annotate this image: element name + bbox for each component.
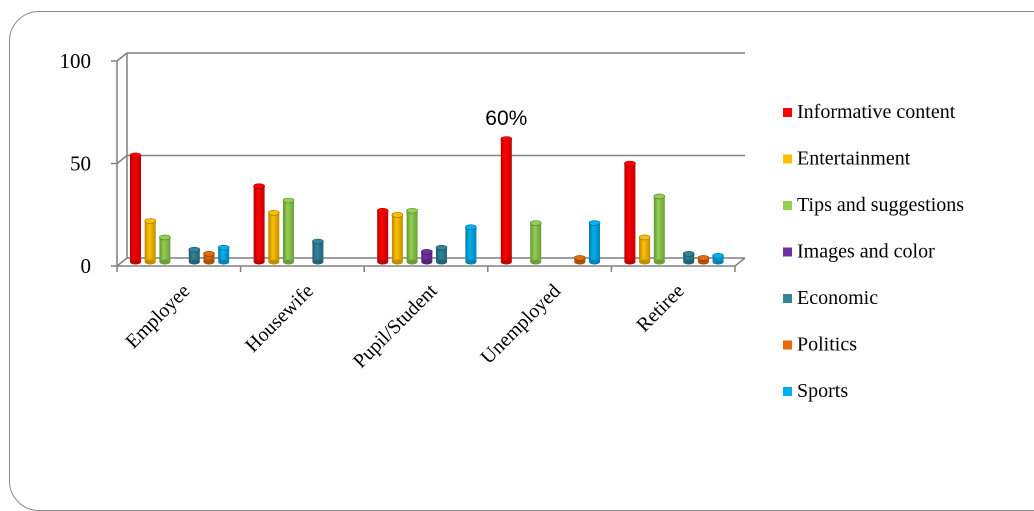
- bar-housewife-tips-and-suggestions: [282, 197, 295, 265]
- labels: 0 50 100 Employee Housewife Pupil/Student Unem…: [60, 49, 689, 373]
- x-tick-label-pupil-student: Pupil/Student: [349, 280, 442, 373]
- bar-employee-sports: [217, 244, 230, 265]
- x-tick-label-housewife: Housewife: [241, 280, 318, 357]
- bar-pupil-student-images-and-color: [420, 248, 433, 265]
- gridline-depth: [116, 52, 128, 62]
- bar-housewife-entertainment: [267, 210, 280, 265]
- x-tick-label-unemployed: Unemployed: [477, 280, 566, 369]
- bar-employee-informative-content: [129, 152, 142, 265]
- bar-employee-politics: [203, 251, 215, 265]
- bar-unemployed-informative-content: [500, 136, 513, 265]
- legend-swatch: [783, 387, 792, 396]
- legend-swatch: [783, 201, 792, 210]
- legend-item-informative-content: Informative content: [783, 101, 956, 123]
- bar-retiree-politics: [697, 255, 710, 265]
- bar-unemployed-politics: [573, 255, 586, 265]
- gridline-depth: [116, 154, 128, 165]
- bar-employee-economic: [188, 246, 201, 265]
- x-tick-label-retiree: Retiree: [632, 280, 688, 336]
- x-tick-label-employee: Employee: [121, 280, 194, 353]
- legend-swatch: [783, 108, 792, 117]
- data-label: 60%: [485, 107, 527, 130]
- bar-employee-tips-and-suggestions: [159, 234, 171, 265]
- legend-item-tips-and-suggestions: Tips and suggestions: [783, 194, 964, 216]
- legend-item-sports: Sports: [783, 380, 848, 402]
- axes: [111, 53, 746, 272]
- legend-swatch: [783, 294, 792, 303]
- bar-chart: 0 50 100 Employee Housewife Pupil/Student Unem…: [60, 49, 965, 402]
- legend-label: Entertainment: [797, 148, 911, 170]
- bar-housewife-economic: [312, 238, 324, 265]
- legend-label: Sports: [797, 380, 848, 402]
- legend-swatch: [783, 247, 792, 257]
- legend-swatch: [783, 154, 792, 164]
- legend-label: Images and color: [797, 241, 935, 263]
- legend: Informative content Entertainment Tips and…: [783, 101, 964, 402]
- bar-housewife-informative-content: [253, 183, 265, 265]
- bar-pupil-student-informative-content: [376, 207, 389, 265]
- legend-item-politics: Politics: [783, 334, 857, 356]
- legend-item-images-and-color: Images and color: [783, 241, 935, 263]
- floor-edge: [734, 257, 746, 267]
- bar-retiree-sports: [712, 253, 724, 265]
- bar-pupil-student-tips-and-suggestions: [406, 207, 418, 265]
- legend-swatch: [783, 340, 792, 350]
- legend-label: Politics: [797, 334, 857, 356]
- legend-label: Economic: [797, 287, 878, 309]
- bar-pupil-student-entertainment: [391, 212, 404, 265]
- legend-item-economic: Economic: [783, 287, 878, 309]
- legend-item-entertainment: Entertainment: [783, 148, 911, 170]
- bar-pupil-student-sports: [465, 224, 477, 265]
- legend-label: Tips and suggestions: [797, 194, 964, 216]
- bar-unemployed-tips-and-suggestions: [529, 220, 542, 265]
- bar-retiree-tips-and-suggestions: [653, 193, 666, 265]
- bars: [129, 136, 724, 265]
- bar-employee-entertainment: [144, 218, 156, 265]
- bar-pupil-student-economic: [435, 244, 448, 265]
- y-tick-label: 100: [60, 49, 92, 73]
- gridlines: [116, 52, 745, 267]
- y-tick-label: 50: [70, 152, 91, 176]
- gridline-depth: [116, 257, 128, 267]
- y-tick-label: 0: [81, 254, 92, 278]
- bar-retiree-informative-content: [624, 160, 636, 265]
- bar-unemployed-sports: [588, 220, 601, 265]
- legend-label: Informative content: [797, 101, 956, 123]
- bar-retiree-economic: [682, 251, 695, 265]
- bar-retiree-entertainment: [638, 234, 651, 265]
